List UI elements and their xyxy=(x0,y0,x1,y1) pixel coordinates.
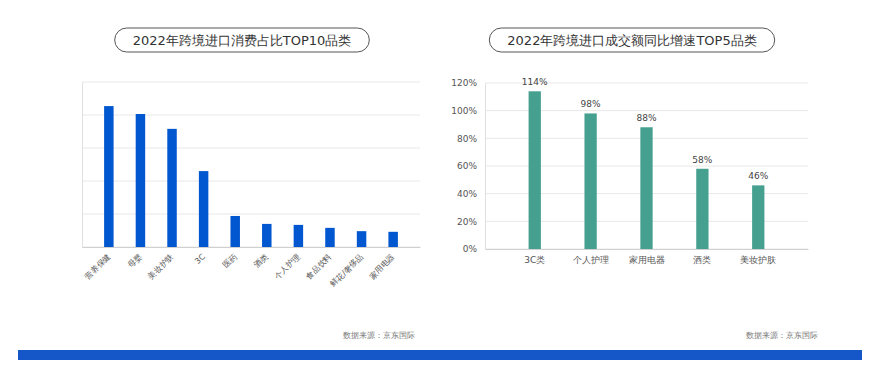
axis-line xyxy=(485,84,486,250)
bar xyxy=(640,127,652,249)
y-tick: 40% xyxy=(457,189,485,199)
x-tick: 食品饮料 xyxy=(304,247,333,281)
x-tick-label: 美妆护肤 xyxy=(740,255,776,265)
y-tick-label: 120% xyxy=(451,78,477,88)
grid xyxy=(82,82,420,247)
grid-line xyxy=(82,247,420,248)
bars xyxy=(104,106,398,247)
x-tick-label: 食品饮料 xyxy=(304,252,333,281)
grid-line xyxy=(82,214,420,215)
x-axis: 营养保健母婴美妆护肤 3C 医药酒类个人护理食品饮料鲜花/奢侈品家用电器 xyxy=(83,247,421,289)
bar xyxy=(752,185,764,249)
bar xyxy=(584,113,596,249)
y-axis: 0% 20% 40% 60% 80% 100% 120% xyxy=(451,78,485,254)
chart: 2022年跨境进口消费占比TOP10品类营养保健母婴美妆护肤 3C 医药酒类个人护理… xyxy=(82,28,421,340)
source: 数据来源：京东国际 xyxy=(343,331,415,340)
data-label: 98% xyxy=(581,99,601,109)
bar xyxy=(357,231,366,247)
title: 2022年跨境进口消费占比TOP10品类 xyxy=(133,33,352,48)
x-tick: 美妆护肤 xyxy=(146,247,175,281)
x-tick-label: 酒类 xyxy=(693,255,711,265)
y-tick: 0% xyxy=(463,244,485,254)
bar xyxy=(104,106,113,247)
y-tick: 100% xyxy=(451,106,485,116)
title-box xyxy=(489,28,774,52)
x-tick: 营养保健 xyxy=(83,247,112,281)
x-tick-label: 家用电器 xyxy=(629,255,665,265)
x-tick-label: 3C类 xyxy=(524,255,545,265)
x-tick: 3C类 xyxy=(524,249,545,265)
y-tick: 120% xyxy=(451,78,485,88)
x-tick-label: 酒类 xyxy=(253,252,271,270)
chart: 2022年跨境进口成交额同比增速TOP5品类 0% 20% 40% 60% 80% 100%… xyxy=(451,28,818,340)
x-tick-label: 个人护理 xyxy=(273,252,302,281)
y-tick: 60% xyxy=(457,161,485,171)
x-tick: 酒类 xyxy=(253,247,271,270)
y-tick-label: 40% xyxy=(457,189,477,199)
x-tick: 医药 xyxy=(221,247,239,270)
bar xyxy=(262,224,271,247)
grid-line xyxy=(82,148,420,149)
y-tick-label: 80% xyxy=(457,134,477,144)
x-tick: 个人护理 xyxy=(573,249,609,265)
x-tick-label: 美妆护肤 xyxy=(146,252,175,281)
x-tick: 家用电器 xyxy=(629,249,665,265)
bar xyxy=(136,114,145,247)
footer-band xyxy=(18,350,862,360)
bar xyxy=(388,232,397,247)
x-tick: 母婴 xyxy=(126,247,144,270)
x-tick-label: 营养保健 xyxy=(83,252,112,281)
x-tick-label: 家用电器 xyxy=(368,252,397,281)
x-tick-label: 母婴 xyxy=(126,252,144,270)
grid-line xyxy=(82,181,420,182)
y-tick-label: 100% xyxy=(451,106,477,116)
x-tick: 酒类 xyxy=(693,249,711,265)
y-tick-label: 60% xyxy=(457,161,477,171)
x-tick: 美妆护肤 xyxy=(740,249,776,265)
grid-line xyxy=(82,82,420,83)
x-tick: 个人护理 xyxy=(273,247,302,281)
source: 数据来源：京东国际 xyxy=(746,331,818,340)
bar xyxy=(167,129,176,247)
y-axis xyxy=(82,83,84,248)
bar xyxy=(325,228,334,247)
bar xyxy=(529,91,541,249)
x-tick: 家用电器 xyxy=(368,247,397,281)
x-tick-label: 医药 xyxy=(221,252,239,270)
data-label: 88% xyxy=(636,113,656,123)
bars xyxy=(529,91,765,249)
y-tick: 20% xyxy=(457,217,485,227)
bar xyxy=(696,169,708,249)
x-tick-label: 3C xyxy=(193,252,207,266)
data-label: 58% xyxy=(692,155,712,165)
x-tick-label: 个人护理 xyxy=(573,255,609,265)
x-tick: 3C xyxy=(193,247,207,266)
title-group: 2022年跨境进口消费占比TOP10品类 xyxy=(115,28,370,52)
x-tick-label: 鲜花/奢侈品 xyxy=(328,252,365,289)
title-box xyxy=(115,28,370,52)
page: 2022年跨境进口消费占比TOP10品类营养保健母婴美妆护肤3C医药酒类个人护理… xyxy=(0,0,878,378)
bar xyxy=(294,225,303,247)
y-tick: 80% xyxy=(457,134,485,144)
y-tick-label: 20% xyxy=(457,217,477,227)
bar xyxy=(199,171,208,247)
data-labels: 114% 98% 88% 58% 46% xyxy=(522,77,769,181)
axis-line xyxy=(486,249,809,250)
data-label: 46% xyxy=(748,171,768,181)
grid-line xyxy=(82,115,420,116)
y-tick-label: 0% xyxy=(463,244,478,254)
bar xyxy=(230,216,239,247)
title: 2022年跨境进口成交额同比增速TOP5品类 xyxy=(507,33,756,48)
grid xyxy=(485,83,808,249)
axis-line xyxy=(82,83,83,248)
data-label: 114% xyxy=(522,77,548,87)
title-group: 2022年跨境进口成交额同比增速TOP5品类 xyxy=(489,28,774,52)
axis-line xyxy=(83,247,421,248)
x-axis: 3C类 个人护理 家用电器 酒类 美妆护肤 xyxy=(486,249,809,265)
x-tick: 鲜花/奢侈品 xyxy=(328,247,365,289)
